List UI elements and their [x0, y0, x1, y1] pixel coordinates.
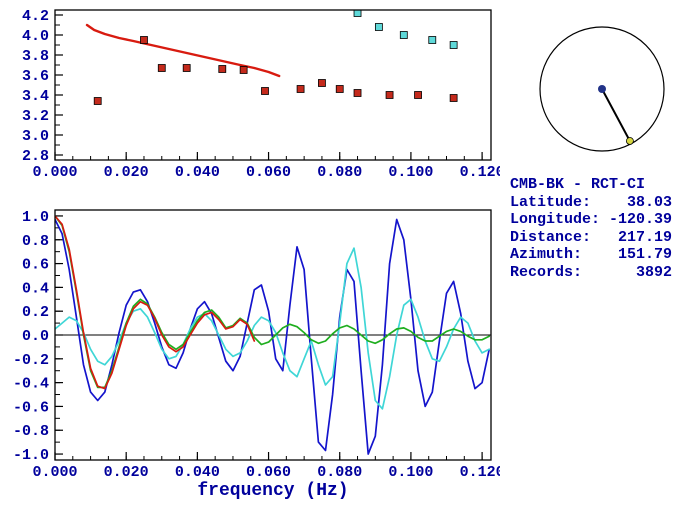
svg-text:0.020: 0.020	[104, 464, 149, 481]
station-records: Records: 3892	[510, 263, 673, 281]
svg-text:-0.8: -0.8	[13, 423, 49, 440]
svg-text:0.080: 0.080	[317, 164, 362, 181]
svg-text:0.6: 0.6	[22, 257, 49, 274]
spectrum-chart: 0.000 0.020 0.040 0.060 0.080 0.100 0.120 1.0 0.…	[13, 209, 500, 481]
station-distance: Distance: 217.19	[510, 228, 673, 246]
svg-text:0.000: 0.000	[32, 164, 77, 181]
svg-text:0.0: 0.0	[22, 328, 49, 345]
svg-text:3.6: 3.6	[22, 68, 49, 85]
svg-text:0.100: 0.100	[388, 164, 433, 181]
dispersion-chart: 0.000 0.020 0.040 0.060 0.080 0.100 0.120 4.2 4.…	[22, 8, 500, 181]
svg-text:0.4: 0.4	[22, 280, 49, 297]
frequency-axis-label: frequency (Hz)	[197, 481, 349, 501]
svg-text:3.8: 3.8	[22, 48, 49, 65]
svg-text:-0.2: -0.2	[13, 352, 49, 369]
station-pair-title: CMB-BK - RCT-CI	[510, 176, 646, 193]
svg-text:0.120: 0.120	[460, 464, 500, 481]
svg-text:0.2: 0.2	[22, 304, 49, 321]
svg-text:3.2: 3.2	[22, 108, 49, 125]
station-longitude: Longitude: -120.39	[510, 211, 673, 228]
azimuth-inset	[539, 26, 665, 152]
svg-text:4.2: 4.2	[22, 8, 49, 25]
svg-text:0.100: 0.100	[388, 464, 433, 481]
svg-text:0.080: 0.080	[317, 464, 362, 481]
svg-text:0.060: 0.060	[246, 164, 291, 181]
svg-text:2.8: 2.8	[22, 148, 49, 165]
station-azimuth: Azimuth: 151.79	[510, 246, 673, 263]
svg-text:-0.6: -0.6	[13, 399, 49, 416]
svg-text:0.060: 0.060	[246, 464, 291, 481]
station-latitude: Latitude: 38.03	[510, 193, 673, 211]
station-info: CMB-BK - RCT-CI Latitude: 38.03 Longitud…	[510, 176, 672, 281]
svg-text:4.0: 4.0	[22, 28, 49, 45]
svg-text:-1.0: -1.0	[13, 447, 49, 464]
svg-text:0.120: 0.120	[460, 164, 500, 181]
svg-text:0.040: 0.040	[175, 164, 220, 181]
svg-text:0.8: 0.8	[22, 233, 49, 250]
svg-text:3.4: 3.4	[22, 88, 49, 105]
svg-text:0.000: 0.000	[32, 464, 77, 481]
svg-text:1.0: 1.0	[22, 209, 49, 226]
svg-text:0.040: 0.040	[175, 464, 220, 481]
svg-text:0.020: 0.020	[104, 164, 149, 181]
svg-text:-0.4: -0.4	[13, 376, 49, 393]
svg-text:3.0: 3.0	[22, 128, 49, 145]
